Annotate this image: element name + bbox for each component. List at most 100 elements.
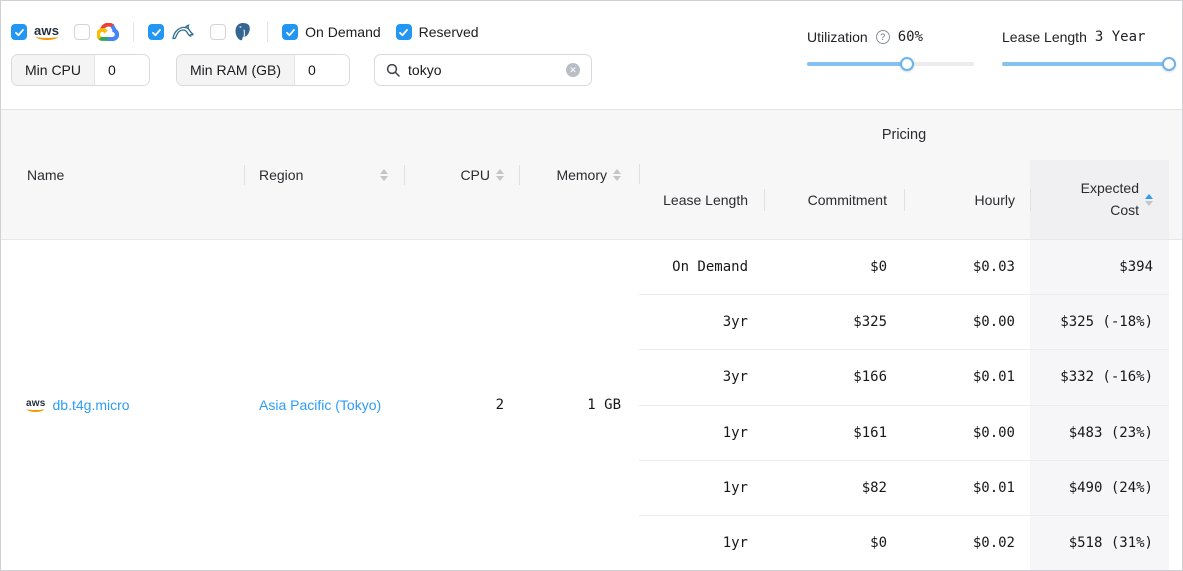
hourly-cell: $0.01 bbox=[972, 479, 1015, 496]
cpu-cell: 2 bbox=[495, 397, 504, 413]
min-ram-label: Min RAM (GB) bbox=[177, 55, 296, 85]
hourly-cell: $0.02 bbox=[972, 534, 1015, 551]
filter-checkbox-row: aws bbox=[11, 22, 592, 42]
lease-cell: 3yr bbox=[722, 314, 748, 331]
instance-name-cell: aws db.t4g.micro bbox=[1, 240, 244, 570]
column-header-memory[interactable]: Memory bbox=[519, 110, 639, 239]
lease-length-value: 3 Year bbox=[1094, 29, 1146, 45]
filter-on-demand: On Demand bbox=[282, 24, 381, 40]
filters-left: aws bbox=[11, 22, 593, 86]
table-header: Name Region CPU Memory Pricing Lease Len… bbox=[1, 109, 1182, 239]
hourly-cell: $0.01 bbox=[972, 369, 1015, 386]
pricing-row: 1yr $82 $0.01 $490 (24%) bbox=[639, 459, 1169, 515]
search-box: ✕ bbox=[374, 54, 593, 86]
pricing-row: 3yr $325 $0.00 $325 (-18%) bbox=[639, 294, 1169, 350]
expected-cost-cell: $518 (31%) bbox=[1030, 515, 1169, 570]
pricing-row: 1yr $161 $0.00 $483 (23%) bbox=[639, 404, 1169, 460]
filter-provider-gcloud bbox=[74, 23, 120, 41]
sort-icon-active[interactable] bbox=[1145, 193, 1153, 206]
slider-controls: Utilization ? 60% Lease Length 3 Year bbox=[807, 23, 1176, 86]
help-icon[interactable]: ? bbox=[875, 30, 890, 44]
aws-logo-icon: aws bbox=[34, 23, 60, 40]
commitment-cell: $82 bbox=[861, 479, 887, 496]
column-header-commitment: Commitment bbox=[764, 160, 904, 239]
min-cpu-input[interactable] bbox=[95, 55, 150, 85]
mysql-dolphin-icon bbox=[171, 23, 195, 41]
filter-divider bbox=[267, 22, 269, 42]
min-ram-input[interactable] bbox=[295, 55, 350, 85]
commitment-cell: $166 bbox=[853, 369, 887, 386]
google-cloud-icon bbox=[97, 23, 120, 41]
pricing-header-group: Pricing Lease Length Commitment Hourly E… bbox=[639, 110, 1169, 239]
sort-icon[interactable] bbox=[380, 168, 388, 181]
utilization-slider-handle[interactable] bbox=[900, 57, 915, 71]
table-body: aws db.t4g.micro Asia Pacific (Tokyo) 2 … bbox=[1, 239, 1182, 570]
utilization-control: Utilization ? 60% bbox=[807, 29, 974, 86]
aws-checkbox[interactable] bbox=[11, 24, 27, 40]
reserved-checkbox[interactable] bbox=[395, 24, 412, 40]
pricing-group-label: Pricing bbox=[881, 127, 927, 143]
lease-cell: 1yr bbox=[722, 424, 748, 441]
lease-cell: 1yr bbox=[722, 534, 748, 551]
region-cell: Asia Pacific (Tokyo) bbox=[244, 240, 404, 570]
column-header-region[interactable]: Region bbox=[244, 110, 404, 239]
pricing-row: 1yr $0 $0.02 $518 (31%) bbox=[639, 514, 1169, 570]
instance-name-link[interactable]: db.t4g.micro bbox=[52, 397, 130, 413]
on-demand-label: On Demand bbox=[305, 24, 381, 40]
aws-logo-icon: aws bbox=[26, 398, 46, 412]
memory-cell: 1 GB bbox=[587, 397, 621, 413]
commitment-cell: $325 bbox=[853, 314, 887, 331]
google-cloud-checkbox[interactable] bbox=[74, 24, 91, 40]
filter-bar: aws bbox=[1, 1, 1182, 86]
commitment-cell: $0 bbox=[870, 259, 887, 276]
expected-cost-cell: $490 (24%) bbox=[1030, 460, 1169, 515]
expected-cost-cell: $394 bbox=[1030, 240, 1169, 295]
lease-length-label: Lease Length bbox=[1002, 29, 1087, 45]
min-cpu-label: Min CPU bbox=[12, 55, 96, 85]
column-header-name: Name bbox=[27, 166, 65, 183]
commitment-cell: $161 bbox=[853, 424, 887, 441]
postgresql-checkbox[interactable] bbox=[210, 24, 227, 40]
lease-length-slider-handle[interactable] bbox=[1162, 57, 1176, 71]
expected-cost-cell: $483 (23%) bbox=[1030, 405, 1169, 460]
sort-icon[interactable] bbox=[613, 168, 621, 181]
lease-length-control: Lease Length 3 Year bbox=[1002, 29, 1176, 86]
sort-icon[interactable] bbox=[496, 168, 504, 181]
filter-provider-aws: aws bbox=[11, 24, 59, 40]
search-input[interactable] bbox=[408, 62, 559, 78]
filter-engine-postgresql bbox=[210, 22, 253, 42]
search-icon bbox=[386, 63, 400, 77]
mysql-checkbox[interactable] bbox=[148, 24, 165, 40]
postgresql-elephant-icon bbox=[233, 22, 253, 42]
pricing-row: On Demand $0 $0.03 $394 bbox=[639, 240, 1169, 295]
utilization-value: 60% bbox=[897, 29, 923, 45]
column-header-cpu[interactable]: CPU bbox=[404, 110, 519, 239]
lease-cell: 1yr bbox=[722, 479, 748, 496]
utilization-label: Utilization bbox=[807, 29, 868, 45]
hourly-cell: $0.03 bbox=[972, 259, 1015, 276]
min-cpu-group: Min CPU bbox=[11, 54, 151, 86]
expected-cost-cell: $325 (-18%) bbox=[1030, 295, 1169, 350]
expected-cost-cell: $332 (-16%) bbox=[1030, 350, 1169, 405]
filter-reserved: Reserved bbox=[395, 24, 479, 40]
region-link[interactable]: Asia Pacific (Tokyo) bbox=[259, 397, 382, 413]
filter-engine-mysql bbox=[148, 23, 195, 41]
utilization-slider[interactable] bbox=[807, 57, 974, 71]
lease-length-slider[interactable] bbox=[1002, 57, 1176, 71]
pricing-rows: On Demand $0 $0.03 $394 3yr $325 $0.00 $… bbox=[639, 240, 1169, 570]
column-header-expected-cost[interactable]: Expected Cost bbox=[1030, 160, 1169, 239]
pricing-row: 3yr $166 $0.01 $332 (-16%) bbox=[639, 349, 1169, 405]
filter-divider bbox=[133, 22, 135, 42]
lease-cell: On Demand bbox=[672, 259, 748, 276]
filter-input-row: Min CPU Min RAM (GB) ✕ bbox=[11, 54, 593, 86]
min-ram-group: Min RAM (GB) bbox=[176, 54, 351, 86]
hourly-cell: $0.00 bbox=[972, 424, 1015, 441]
hourly-cell: $0.00 bbox=[972, 314, 1015, 331]
lease-cell: 3yr bbox=[722, 369, 748, 386]
commitment-cell: $0 bbox=[870, 534, 887, 551]
on-demand-checkbox[interactable] bbox=[282, 24, 299, 40]
clear-search-icon[interactable]: ✕ bbox=[566, 63, 581, 77]
reserved-label: Reserved bbox=[418, 24, 479, 40]
column-header-hourly: Hourly bbox=[904, 160, 1030, 239]
